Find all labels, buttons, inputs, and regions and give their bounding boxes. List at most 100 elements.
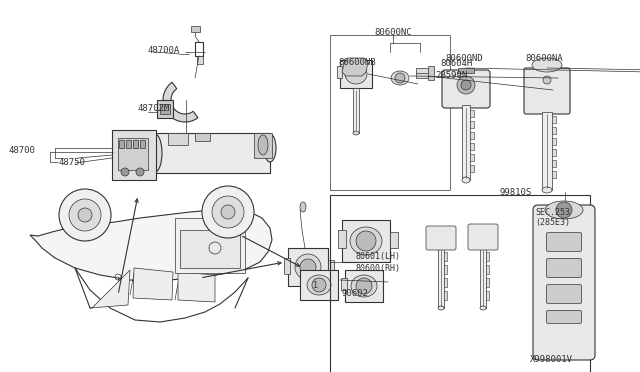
Circle shape [121, 168, 129, 176]
Ellipse shape [353, 131, 359, 135]
Ellipse shape [438, 306, 444, 310]
Bar [328, 260, 334, 274]
Text: 99810S: 99810S [500, 187, 532, 196]
Circle shape [300, 259, 316, 275]
Text: (285E3): (285E3) [535, 218, 570, 227]
Ellipse shape [474, 230, 492, 242]
Ellipse shape [462, 177, 470, 183]
FancyBboxPatch shape [547, 285, 582, 304]
Polygon shape [163, 82, 198, 122]
Bar [353, 88, 359, 133]
Bar [288, 248, 328, 286]
Polygon shape [133, 268, 173, 300]
FancyBboxPatch shape [547, 259, 582, 278]
Bar [155, 133, 270, 173]
Ellipse shape [264, 134, 276, 162]
Bar [168, 133, 188, 145]
Polygon shape [30, 210, 272, 282]
Bar [254, 133, 272, 158]
Ellipse shape [545, 201, 583, 219]
Bar [470, 165, 474, 172]
Bar [444, 252, 447, 261]
Bar [486, 278, 489, 287]
FancyBboxPatch shape [442, 70, 490, 108]
Bar [438, 248, 444, 308]
Bar [552, 160, 556, 167]
Text: 1: 1 [314, 280, 319, 289]
Bar [470, 143, 474, 150]
Bar [345, 270, 383, 302]
FancyBboxPatch shape [468, 224, 498, 250]
Bar [542, 112, 552, 190]
Text: 80600(RH): 80600(RH) [356, 263, 401, 273]
Circle shape [435, 232, 447, 244]
Bar [444, 278, 447, 287]
Circle shape [59, 189, 111, 241]
Ellipse shape [345, 64, 367, 84]
Text: 80600ND: 80600ND [445, 54, 483, 62]
Bar [458, 68, 474, 73]
Text: 48750: 48750 [58, 157, 85, 167]
Text: 48700: 48700 [8, 145, 35, 154]
Bar [552, 149, 556, 156]
Text: X998001V: X998001V [530, 356, 573, 365]
Bar [470, 121, 474, 128]
Circle shape [312, 278, 326, 292]
Bar [338, 230, 346, 248]
Bar [119, 140, 124, 148]
Bar [197, 56, 203, 64]
Ellipse shape [148, 134, 162, 172]
FancyBboxPatch shape [524, 68, 570, 114]
Ellipse shape [532, 58, 562, 72]
Bar [118, 138, 148, 170]
Circle shape [69, 199, 101, 231]
Circle shape [543, 76, 551, 84]
Circle shape [221, 205, 235, 219]
Bar [195, 133, 210, 141]
Text: 48702M: 48702M [137, 103, 169, 112]
Circle shape [461, 80, 471, 90]
Circle shape [395, 73, 405, 83]
Text: 80600NC: 80600NC [374, 28, 412, 36]
Polygon shape [178, 272, 215, 302]
Bar [390, 232, 398, 248]
Circle shape [78, 208, 92, 222]
Polygon shape [90, 270, 130, 308]
Bar [160, 104, 170, 114]
Bar [486, 291, 489, 300]
Ellipse shape [350, 227, 382, 255]
Polygon shape [342, 58, 368, 76]
Bar [341, 278, 347, 290]
Bar [416, 68, 430, 78]
Bar [330, 35, 450, 190]
Text: 2B599N: 2B599N [435, 71, 467, 80]
Bar [140, 140, 145, 148]
Bar [444, 265, 447, 274]
Text: 80604H: 80604H [440, 58, 472, 67]
FancyBboxPatch shape [426, 226, 456, 250]
Bar [112, 130, 156, 180]
Ellipse shape [480, 306, 486, 310]
Ellipse shape [258, 135, 268, 155]
Bar [195, 42, 203, 56]
Bar [133, 140, 138, 148]
Text: SEC.253: SEC.253 [535, 208, 570, 217]
Text: 48700A: 48700A [148, 45, 180, 55]
Bar [284, 258, 290, 274]
Bar [330, 195, 590, 372]
Bar [486, 265, 489, 274]
Bar [486, 252, 489, 261]
FancyBboxPatch shape [547, 311, 582, 324]
Bar [191, 26, 200, 32]
Circle shape [556, 202, 572, 218]
Ellipse shape [391, 71, 409, 85]
Circle shape [202, 186, 254, 238]
Bar [428, 66, 434, 80]
Bar [470, 132, 474, 139]
Bar [552, 171, 556, 178]
Bar [340, 60, 372, 88]
Ellipse shape [351, 275, 377, 297]
Bar [470, 110, 474, 117]
Text: 80600NA: 80600NA [525, 54, 563, 62]
Circle shape [136, 168, 144, 176]
